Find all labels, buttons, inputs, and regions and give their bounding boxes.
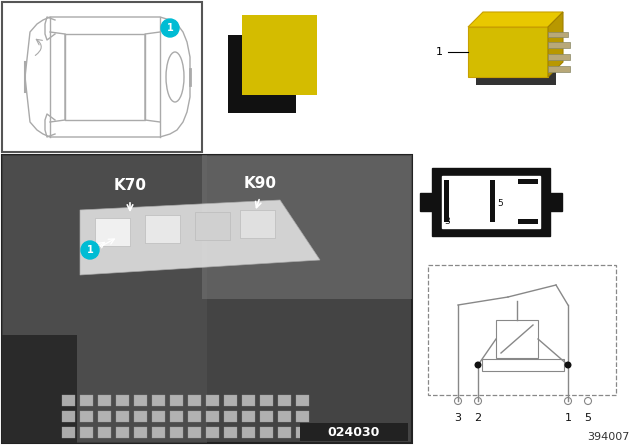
Bar bbox=[206, 411, 219, 422]
Circle shape bbox=[474, 397, 481, 405]
Bar bbox=[62, 411, 75, 422]
Bar bbox=[260, 427, 273, 438]
Bar bbox=[195, 212, 230, 240]
Bar bbox=[548, 42, 570, 48]
Bar bbox=[95, 218, 130, 246]
Bar bbox=[224, 395, 237, 406]
Bar bbox=[296, 427, 309, 438]
Bar bbox=[2, 155, 412, 443]
Bar bbox=[548, 54, 570, 60]
Bar bbox=[518, 219, 538, 224]
Bar bbox=[428, 265, 616, 395]
Bar bbox=[98, 411, 111, 422]
Bar bbox=[278, 411, 291, 422]
Circle shape bbox=[564, 397, 572, 405]
Bar bbox=[228, 35, 296, 113]
Text: 1: 1 bbox=[436, 47, 443, 57]
Bar bbox=[240, 210, 275, 238]
Bar bbox=[548, 66, 570, 72]
Bar bbox=[80, 411, 93, 422]
Bar bbox=[145, 215, 180, 243]
Circle shape bbox=[81, 241, 99, 259]
Text: 1: 1 bbox=[166, 23, 173, 33]
Circle shape bbox=[474, 362, 481, 369]
Bar bbox=[206, 427, 219, 438]
Bar bbox=[490, 180, 495, 222]
Bar bbox=[134, 411, 147, 422]
Polygon shape bbox=[468, 12, 563, 27]
Bar bbox=[170, 411, 183, 422]
Bar bbox=[116, 427, 129, 438]
Bar bbox=[134, 427, 147, 438]
Bar bbox=[152, 411, 165, 422]
Circle shape bbox=[584, 397, 591, 405]
Bar bbox=[260, 395, 273, 406]
Bar bbox=[62, 395, 75, 406]
Text: 1: 1 bbox=[564, 413, 572, 423]
Circle shape bbox=[564, 362, 572, 369]
Bar bbox=[152, 427, 165, 438]
Bar bbox=[278, 427, 291, 438]
Bar bbox=[242, 395, 255, 406]
Text: 1: 1 bbox=[541, 177, 547, 186]
Text: 1: 1 bbox=[86, 245, 93, 255]
Bar bbox=[242, 427, 255, 438]
Text: 5: 5 bbox=[584, 413, 591, 423]
Bar bbox=[468, 27, 548, 77]
Bar bbox=[2, 2, 202, 152]
Text: 3: 3 bbox=[454, 413, 461, 423]
Text: 3: 3 bbox=[444, 217, 450, 226]
Bar bbox=[242, 15, 317, 95]
Text: K70: K70 bbox=[113, 177, 147, 193]
Text: K90: K90 bbox=[243, 176, 276, 190]
Text: 2: 2 bbox=[474, 413, 481, 423]
Bar bbox=[98, 427, 111, 438]
Bar bbox=[206, 395, 219, 406]
Bar bbox=[296, 395, 309, 406]
Bar bbox=[476, 20, 556, 85]
Bar bbox=[260, 411, 273, 422]
Bar bbox=[496, 320, 538, 358]
Bar bbox=[188, 395, 201, 406]
Bar bbox=[442, 176, 540, 228]
Bar bbox=[518, 179, 538, 184]
Text: 024030: 024030 bbox=[328, 426, 380, 439]
Bar bbox=[170, 395, 183, 406]
Bar bbox=[432, 168, 550, 236]
Bar bbox=[444, 180, 449, 222]
Bar bbox=[482, 359, 564, 371]
Bar bbox=[116, 411, 129, 422]
Bar bbox=[420, 193, 433, 211]
Bar bbox=[188, 427, 201, 438]
Bar bbox=[296, 411, 309, 422]
Text: 2: 2 bbox=[541, 224, 547, 233]
Circle shape bbox=[454, 397, 461, 405]
Bar bbox=[300, 423, 408, 441]
Bar bbox=[170, 427, 183, 438]
Bar bbox=[224, 411, 237, 422]
Bar bbox=[188, 411, 201, 422]
Bar bbox=[134, 395, 147, 406]
Bar bbox=[278, 395, 291, 406]
Bar bbox=[62, 427, 75, 438]
Polygon shape bbox=[80, 200, 320, 275]
Bar bbox=[242, 411, 255, 422]
Bar bbox=[2, 155, 207, 443]
Bar bbox=[548, 32, 568, 37]
Bar bbox=[116, 395, 129, 406]
Bar bbox=[2, 335, 77, 443]
Circle shape bbox=[161, 19, 179, 37]
Bar bbox=[80, 427, 93, 438]
Bar bbox=[98, 395, 111, 406]
Bar bbox=[549, 193, 562, 211]
Bar bbox=[202, 155, 412, 299]
Bar bbox=[224, 427, 237, 438]
Bar bbox=[80, 395, 93, 406]
Text: 5: 5 bbox=[497, 199, 503, 208]
Bar bbox=[152, 395, 165, 406]
Text: 394007: 394007 bbox=[588, 432, 630, 442]
Polygon shape bbox=[548, 12, 563, 77]
